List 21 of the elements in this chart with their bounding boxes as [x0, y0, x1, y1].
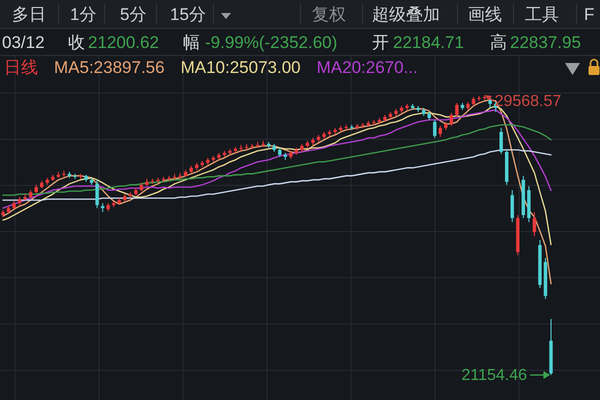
- legend: 日线 MA5:23897.56 MA10:25073.00 MA20:2670...: [4, 58, 418, 77]
- text: 22184.71: [393, 33, 464, 52]
- text: 03/12: [2, 33, 45, 52]
- text: F: [584, 5, 594, 24]
- text: 复权: [312, 5, 346, 24]
- annotation: 21154.46: [461, 367, 528, 384]
- text: 15分: [170, 5, 206, 24]
- text: 工具: [525, 5, 559, 24]
- text: 幅: [183, 33, 200, 52]
- text: 22837.95: [510, 33, 581, 52]
- text: 收: [68, 33, 85, 52]
- text: 超级叠加: [372, 5, 440, 24]
- text: 开: [372, 33, 389, 52]
- text: -9.99%(-2352.60): [205, 33, 338, 52]
- text: 1分: [70, 5, 96, 24]
- text: 画线: [468, 5, 502, 24]
- text: 5分: [120, 5, 146, 24]
- text: 21200.62: [88, 33, 159, 52]
- text: 多日: [12, 5, 46, 24]
- text: 高: [490, 33, 507, 52]
- annotation: 29568.57: [494, 93, 562, 110]
